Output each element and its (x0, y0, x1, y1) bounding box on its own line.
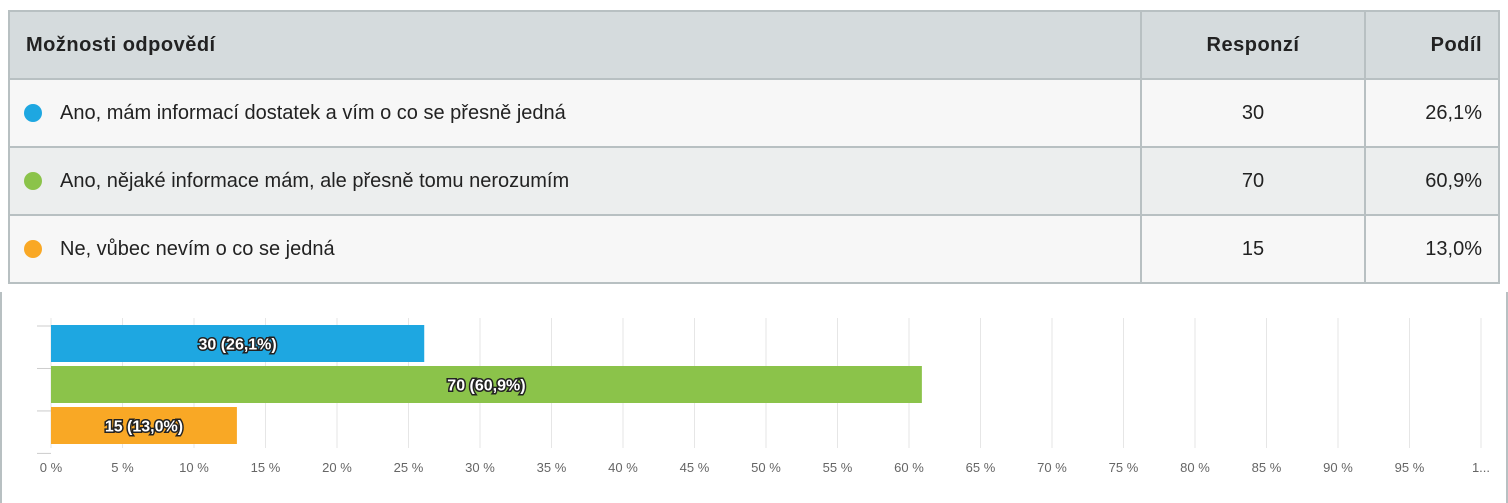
x-tick-label: 35 % (537, 460, 567, 475)
legend-dot (24, 104, 42, 123)
x-tick-label: 65 % (966, 460, 996, 475)
cell-text: 60,9% (1425, 169, 1482, 192)
x-tick-label: 20 % (322, 460, 352, 475)
table-cell: 13,0% (1364, 214, 1500, 284)
x-tick-label: 85 % (1252, 460, 1282, 475)
table-row: Ano, mám informací dostatek a vím o co s… (8, 78, 1500, 148)
results-table: Možnosti odpovědí Responzí Podíl Ano, má… (8, 10, 1500, 284)
x-tick-label: 90 % (1323, 460, 1353, 475)
cell-text: 13,0% (1425, 237, 1482, 260)
table-row: Ano, nějaké informace mám, ale přesně to… (8, 146, 1500, 216)
table-cell: Ne, vůbec nevím o co se jedná (8, 214, 1142, 284)
x-tick-label: 30 % (465, 460, 495, 475)
cell-text: Ano, mám informací dostatek a vím o co s… (60, 101, 566, 124)
x-tick-label: 45 % (680, 460, 710, 475)
cell-text: Ne, vůbec nevím o co se jedná (60, 237, 335, 260)
x-tick-label: 5 % (111, 460, 134, 475)
x-tick-label: 95 % (1395, 460, 1425, 475)
bar-label: 15 (13,0%) (105, 419, 183, 436)
x-tick-label: 0 % (40, 460, 63, 475)
cell-text: Ano, nějaké informace mám, ale přesně to… (60, 169, 570, 192)
header-cell: Podíl (1364, 10, 1500, 80)
chart: 0 % 5 % 10 % 15 % 20 % 25 % 30 % 35 % 40 % 45 % 50… (0, 292, 1508, 503)
table-cell: 26,1% (1364, 78, 1500, 148)
x-tick-label: 40 % (608, 460, 638, 475)
table-cell: Ano, mám informací dostatek a vím o co s… (8, 78, 1142, 148)
table-cell: Ano, nějaké informace mám, ale přesně to… (8, 146, 1142, 216)
cell-text: 26,1% (1425, 101, 1482, 124)
x-tick-label: 25 % (394, 460, 424, 475)
table-cell: 60,9% (1364, 146, 1500, 216)
x-tick-label: 60 % (894, 460, 924, 475)
table-cell: 30 (1140, 78, 1366, 148)
x-tick-label: 80 % (1180, 460, 1210, 475)
bar (51, 325, 425, 362)
x-tick-label: 70 % (1037, 460, 1067, 475)
x-tick-label: 10 % (179, 460, 209, 475)
header-cell: Možnosti odpovědí (8, 10, 1142, 80)
table-row: Ne, vůbec nevím o co se jedná 15 13,0% (8, 214, 1500, 284)
cell-text: 30 (1241, 101, 1265, 124)
cell-text: 15 (1241, 237, 1265, 260)
table-cell: 15 (1140, 214, 1366, 284)
x-tick-label: 75 % (1109, 460, 1139, 475)
x-tick-label: 50 % (751, 460, 781, 475)
header-cell: Responzí (1140, 10, 1366, 80)
bar-label: 30 (26,1%) (198, 337, 276, 354)
legend-dot (24, 172, 42, 191)
legend-dot (24, 240, 42, 259)
x-tick-label: 15 % (251, 460, 281, 475)
x-tick-label: 55 % (823, 460, 853, 475)
header-row: Možnosti odpovědí Responzí Podíl (8, 10, 1500, 80)
bar (51, 366, 922, 403)
cell-text: 70 (1241, 169, 1265, 192)
bar-label: 70 (60,9%) (447, 378, 525, 395)
table-cell: 70 (1140, 146, 1366, 216)
bar (51, 407, 237, 444)
x-tick-label: 1... (1472, 460, 1490, 475)
